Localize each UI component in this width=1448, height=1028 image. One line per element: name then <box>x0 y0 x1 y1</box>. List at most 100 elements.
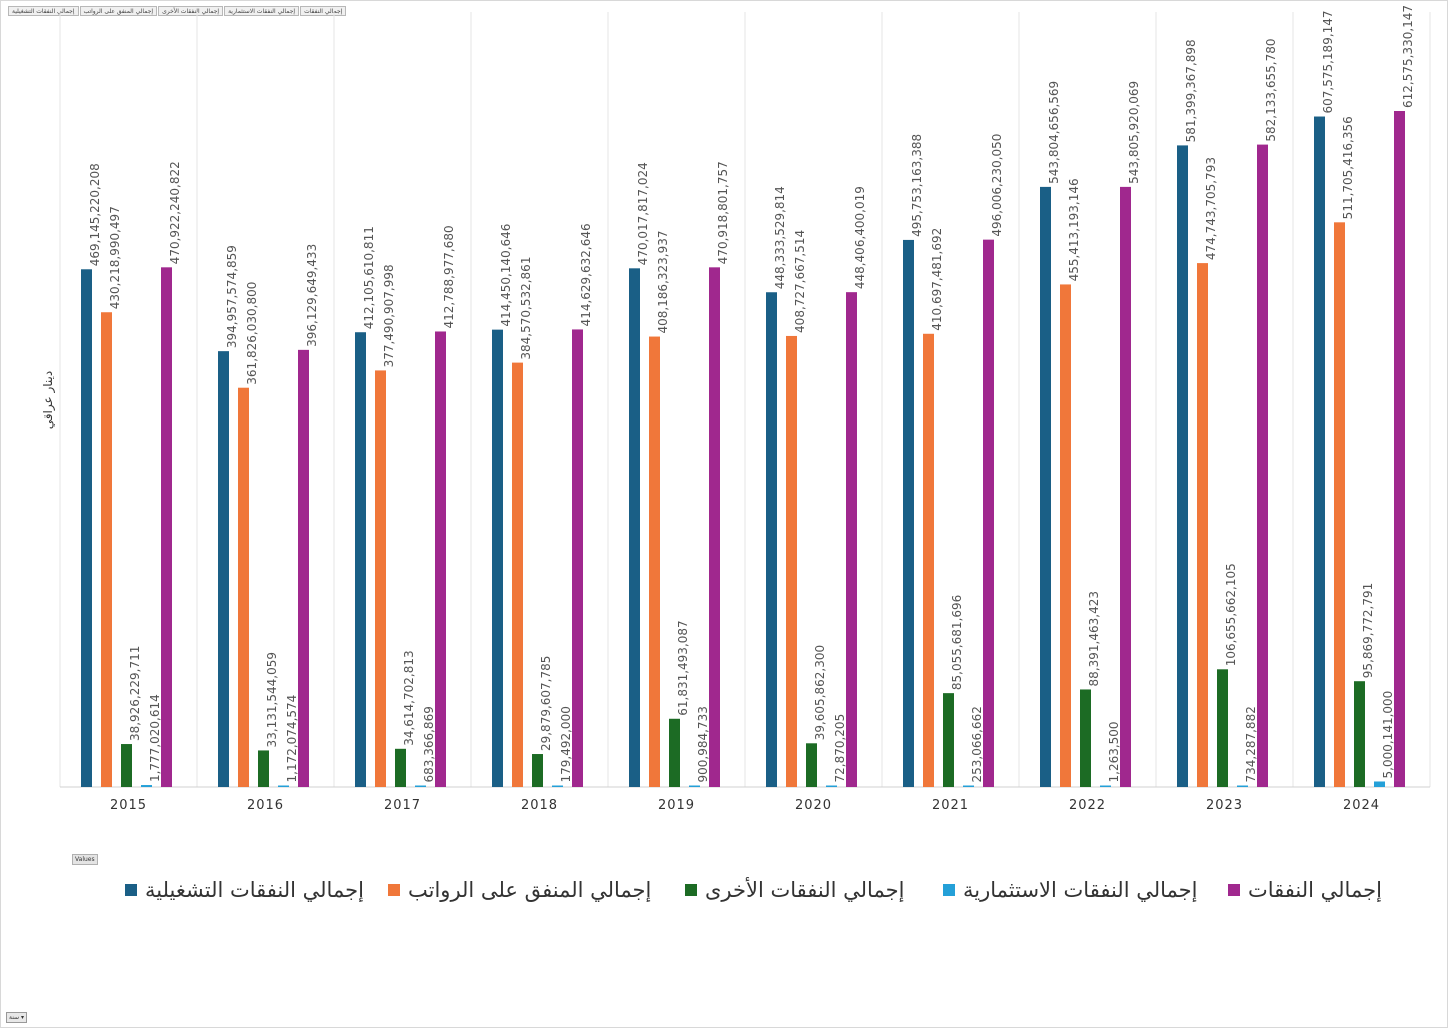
bar <box>806 743 817 787</box>
data-label: 5,000,141,000 <box>1381 691 1395 779</box>
data-label: 543,805,920,069 <box>1127 81 1141 184</box>
legend-label: إجمالي النفقات <box>1248 878 1382 902</box>
bar <box>826 785 837 787</box>
x-tick-label: 2018 <box>521 798 558 813</box>
year-filter-button[interactable]: سنة ▾ <box>6 1012 27 1023</box>
data-label: 384,570,532,861 <box>519 257 533 360</box>
bar <box>1100 785 1111 787</box>
field-button[interactable]: إجمالي المنفق على الرواتب <box>79 6 158 16</box>
bar <box>1334 222 1345 788</box>
data-label: 95,869,772,791 <box>1361 583 1375 678</box>
data-label: 734,287,882 <box>1244 706 1258 782</box>
bar <box>943 693 954 787</box>
data-label: 1,263,500 <box>1107 721 1121 782</box>
bar <box>258 750 269 787</box>
legend-label: إجمالي المنفق على الرواتب <box>408 878 652 902</box>
data-label: 396,129,649,433 <box>305 244 319 347</box>
legend-swatch <box>685 884 697 896</box>
data-label: 408,186,323,937 <box>656 230 670 333</box>
bar <box>1060 284 1071 787</box>
y-axis-label: دينار عراقي <box>41 371 56 429</box>
bar <box>669 718 680 787</box>
legend-item[interactable]: إجمالي النفقات الاستثمارية <box>943 878 1197 902</box>
x-tick-label: 2019 <box>658 798 695 813</box>
x-tick-label: 2022 <box>1069 798 1106 813</box>
data-label: 361,826,030,800 <box>245 282 259 385</box>
bar <box>298 349 309 787</box>
bar <box>709 267 720 787</box>
data-label: 607,575,189,147 <box>1321 10 1335 113</box>
bar <box>1257 144 1268 788</box>
bar <box>629 268 640 787</box>
bar <box>1177 145 1188 787</box>
data-label: 683,366,869 <box>422 706 436 782</box>
data-label: 414,629,632,646 <box>579 223 593 326</box>
legend-swatch <box>1228 884 1240 896</box>
data-label: 412,105,610,811 <box>362 226 376 329</box>
data-label: 1,172,074,574 <box>285 695 299 783</box>
data-label: 470,922,240,822 <box>168 161 182 264</box>
bar <box>1217 669 1228 787</box>
data-label: 33,131,544,059 <box>265 652 279 747</box>
data-label: 88,391,463,423 <box>1087 591 1101 686</box>
legend-swatch <box>125 884 137 896</box>
data-label: 410,697,481,692 <box>930 228 944 331</box>
data-label: 474,743,705,793 <box>1204 157 1218 260</box>
data-label: 455,413,193,146 <box>1067 178 1081 281</box>
data-label: 72,870,205 <box>833 714 847 783</box>
bar <box>532 754 543 787</box>
data-label: 448,406,400,019 <box>853 186 867 289</box>
field-button[interactable]: إجمالي النفقات الاستثمارية <box>224 6 300 16</box>
data-label: 1,777,020,614 <box>148 694 162 782</box>
data-label: 469,145,220,208 <box>88 163 102 266</box>
bar <box>572 329 583 787</box>
data-label: 612,575,330,147 <box>1401 5 1415 108</box>
data-label: 106,655,662,105 <box>1224 563 1238 666</box>
bar <box>278 785 289 787</box>
x-tick-label: 2023 <box>1206 798 1243 813</box>
data-label: 179,492,000 <box>559 706 573 782</box>
legend-item[interactable]: إجمالي المنفق على الرواتب <box>388 878 651 902</box>
bar <box>903 239 914 787</box>
data-label: 408,727,667,514 <box>793 230 807 333</box>
field-button[interactable]: إجمالي النفقات <box>300 6 347 16</box>
legend-swatch <box>388 884 400 896</box>
data-label: 377,490,907,998 <box>382 264 396 367</box>
bar <box>141 785 152 787</box>
data-label: 29,879,607,785 <box>539 656 553 751</box>
bar <box>218 351 229 787</box>
bar <box>689 785 700 787</box>
bar <box>81 269 92 788</box>
bar <box>1120 186 1131 787</box>
data-label: 430,218,990,497 <box>108 206 122 309</box>
bar <box>1080 689 1091 787</box>
x-tick-label: 2017 <box>384 798 421 813</box>
data-label: 34,614,702,813 <box>402 650 416 745</box>
field-button[interactable]: إجمالي النفقات الأخرى <box>158 6 224 16</box>
bar <box>846 292 857 787</box>
bar <box>1314 116 1325 788</box>
data-label: 470,017,817,024 <box>636 162 650 265</box>
data-label: 448,333,529,814 <box>773 186 787 289</box>
data-label: 39,605,862,300 <box>813 645 827 740</box>
legend-label: إجمالي النفقات الاستثمارية <box>963 878 1198 902</box>
bar <box>375 370 386 787</box>
bar <box>101 312 112 787</box>
bar <box>395 748 406 787</box>
values-field-button[interactable]: Values <box>72 854 98 865</box>
field-buttons-bar: إجمالي النفقات التشغيلية إجمالي المنفق ع… <box>8 6 347 16</box>
legend-item[interactable]: إجمالي النفقات الأخرى <box>685 878 904 902</box>
bar <box>786 335 797 787</box>
legend-item[interactable]: إجمالي النفقات التشغيلية <box>125 878 364 902</box>
field-button[interactable]: إجمالي النفقات التشغيلية <box>8 6 79 16</box>
bar <box>1040 186 1051 787</box>
bar <box>983 239 994 787</box>
bar <box>1374 781 1385 787</box>
x-tick-label: 2024 <box>1343 798 1380 813</box>
bar-chart: دينار عراقي 469,145,220,208 430,218,990,49… <box>41 5 1431 813</box>
data-label: 38,926,229,711 <box>128 646 142 741</box>
data-label: 496,006,230,050 <box>990 134 1004 237</box>
legend-label: إجمالي النفقات الأخرى <box>705 878 905 902</box>
legend-item[interactable]: إجمالي النفقات <box>1228 878 1382 902</box>
data-label: 582,133,655,780 <box>1264 39 1278 142</box>
